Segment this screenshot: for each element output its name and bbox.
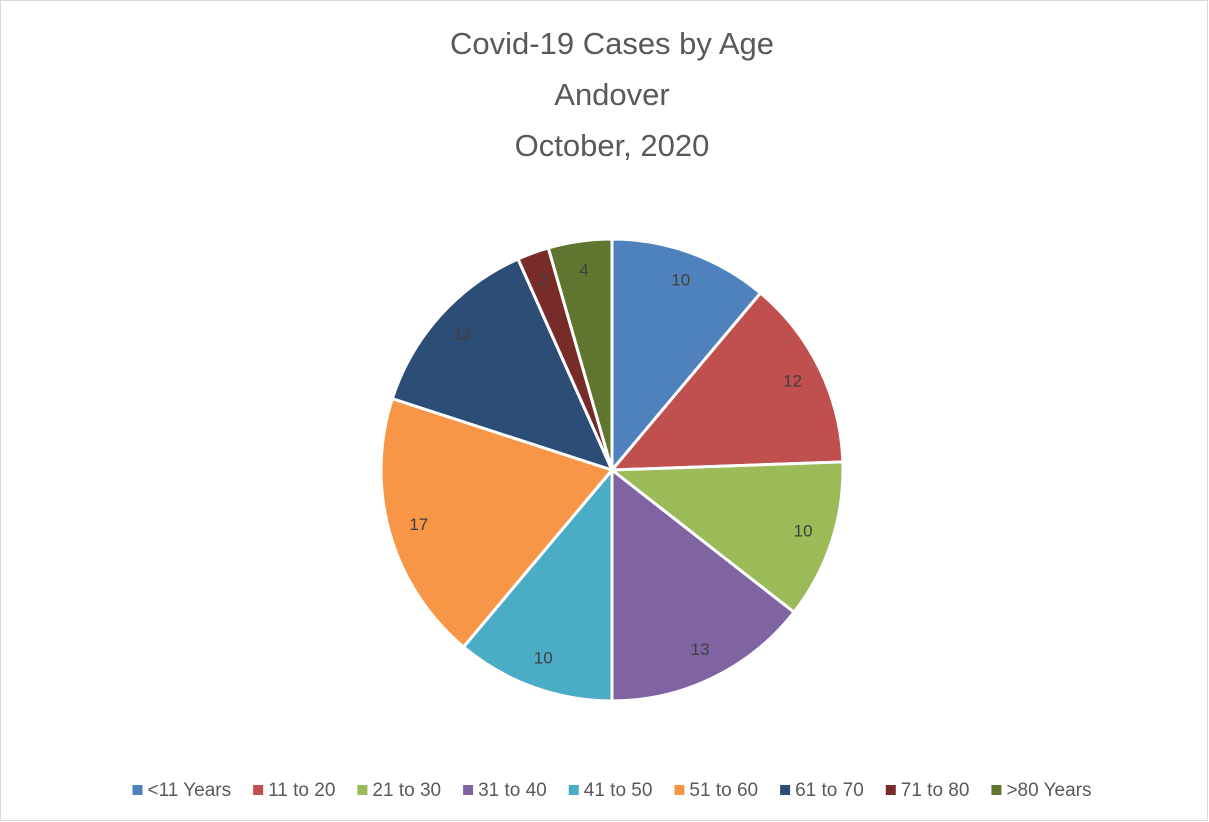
chart-title: Covid-19 Cases by Age — [450, 26, 774, 61]
legend-label: 41 to 50 — [584, 780, 653, 801]
legend-swatch — [885, 785, 896, 795]
chart-title: Andover — [554, 77, 669, 112]
legend-label: >80 Years — [1006, 780, 1091, 801]
data-label: 13 — [691, 640, 710, 659]
legend-swatch — [674, 785, 685, 795]
data-label: 4 — [579, 260, 588, 279]
chart-title: October, 2020 — [515, 128, 710, 163]
pie-slice — [607, 460, 845, 615]
data-label: 10 — [671, 271, 690, 290]
legend-swatch — [132, 785, 143, 795]
legend-swatch — [357, 785, 368, 795]
legend-swatch — [780, 785, 791, 795]
data-label: 17 — [409, 515, 428, 534]
legend-swatch — [253, 785, 264, 795]
pie-slice — [610, 466, 797, 703]
legend-swatch — [463, 785, 474, 795]
legend-label: 61 to 70 — [795, 780, 864, 801]
data-label: 12 — [783, 371, 802, 390]
data-label: 2 — [539, 271, 548, 290]
legend-swatch — [568, 785, 579, 795]
legend-label: 31 to 40 — [478, 780, 547, 801]
legend-label: 51 to 60 — [689, 780, 758, 801]
legend-label: <11 Years — [147, 780, 231, 801]
legend-label: 11 to 20 — [268, 780, 335, 801]
pie-slice — [608, 290, 845, 472]
legend-label: 21 to 30 — [372, 780, 441, 801]
data-label: 10 — [794, 522, 813, 541]
pie-slice — [546, 237, 614, 471]
pie-slice — [610, 237, 763, 475]
data-label: 10 — [534, 648, 553, 667]
pie-slice — [379, 396, 615, 650]
pie-slice — [390, 256, 615, 473]
legend-swatch — [991, 785, 1002, 795]
legend-label: 71 to 80 — [901, 780, 970, 801]
pie-slice — [461, 465, 614, 703]
data-label: 12 — [453, 325, 472, 344]
